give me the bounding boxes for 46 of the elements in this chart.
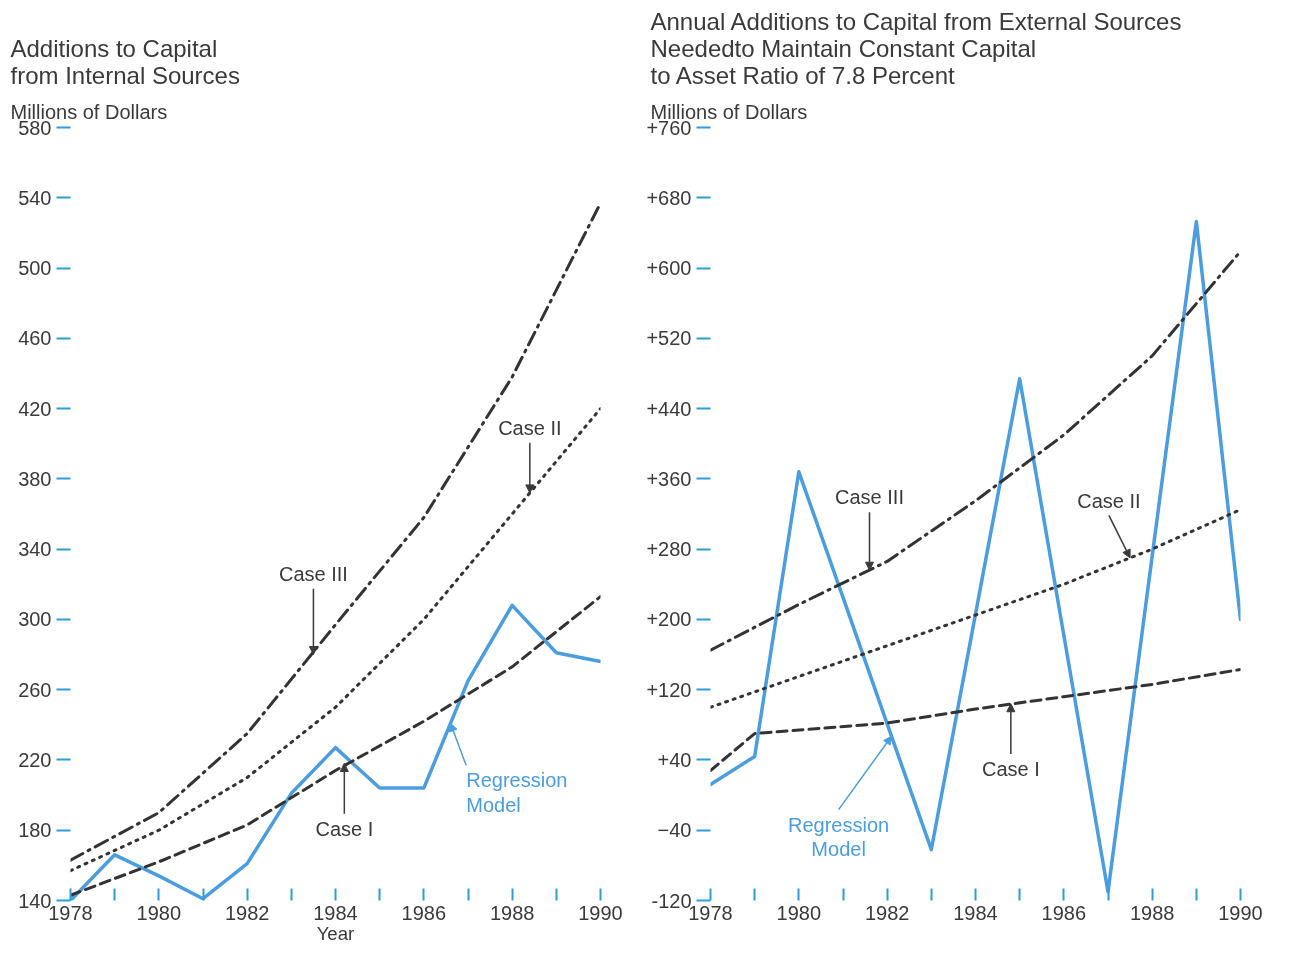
x-tick-label: 1990 — [578, 901, 623, 924]
y-tick-label: +440 — [646, 397, 692, 420]
annotation: Regression Model — [466, 769, 568, 816]
x-tick-label: 1986 — [1041, 901, 1087, 924]
x-tick-label: 1990 — [1218, 901, 1263, 924]
x-tick-label: 1984 — [953, 901, 998, 924]
y-tick-label: +40 — [657, 748, 692, 771]
y-tick-label: 180 — [18, 819, 52, 842]
x-tick-label: 1984 — [313, 901, 358, 924]
x-tick-label: 1980 — [136, 901, 182, 924]
chart-title: Additions to Capital from Internal Sources — [10, 34, 240, 89]
y-tick-label: +360 — [646, 467, 692, 490]
x-axis-title: Year — [316, 922, 355, 944]
y-tick-label: +680 — [646, 186, 692, 209]
annotation: Case I — [981, 757, 1040, 780]
y-tick-label: 460 — [18, 327, 52, 350]
y-tick-label: +200 — [646, 608, 692, 631]
y-tick-label: −40 — [657, 819, 692, 842]
annotation: Case II — [498, 416, 562, 439]
annotation: Regression Model — [788, 813, 890, 860]
y-tick-label: 340 — [18, 538, 52, 561]
annotation: Case III — [278, 562, 348, 585]
annotation: Case III — [835, 486, 904, 509]
line-series — [710, 508, 1241, 709]
y-tick-label: +600 — [646, 257, 692, 280]
x-tick-label: 1980 — [776, 901, 822, 924]
x-tick-label: 1982 — [224, 901, 270, 924]
y-tick-label: +520 — [646, 327, 692, 350]
y-tick-label: 300 — [18, 608, 52, 631]
annotation: Case II — [1077, 489, 1141, 512]
x-tick-label: 1988 — [489, 901, 535, 924]
y-tick-label: 380 — [18, 467, 52, 490]
chart-title: Annual Additions to Capital from External Sources Neededto Maintain Constant Capital to Asset Ratio of 7.8 Percent — [650, 7, 1182, 89]
x-tick-label: 1988 — [1129, 901, 1175, 924]
y-tick-label: 260 — [18, 678, 52, 701]
y-tick-label: 540 — [18, 186, 52, 209]
y-tick-label: 500 — [18, 257, 52, 280]
y-tick-label: 220 — [18, 748, 52, 771]
line-series — [710, 219, 1241, 894]
y-tick-label: +120 — [646, 678, 692, 701]
x-tick-label: 1986 — [401, 901, 447, 924]
line-series — [70, 407, 601, 873]
y-tick-label: +280 — [646, 538, 692, 561]
y-tick-label: 420 — [18, 397, 52, 420]
x-tick-label: 1982 — [864, 901, 910, 924]
annotation: Case I — [315, 817, 374, 840]
